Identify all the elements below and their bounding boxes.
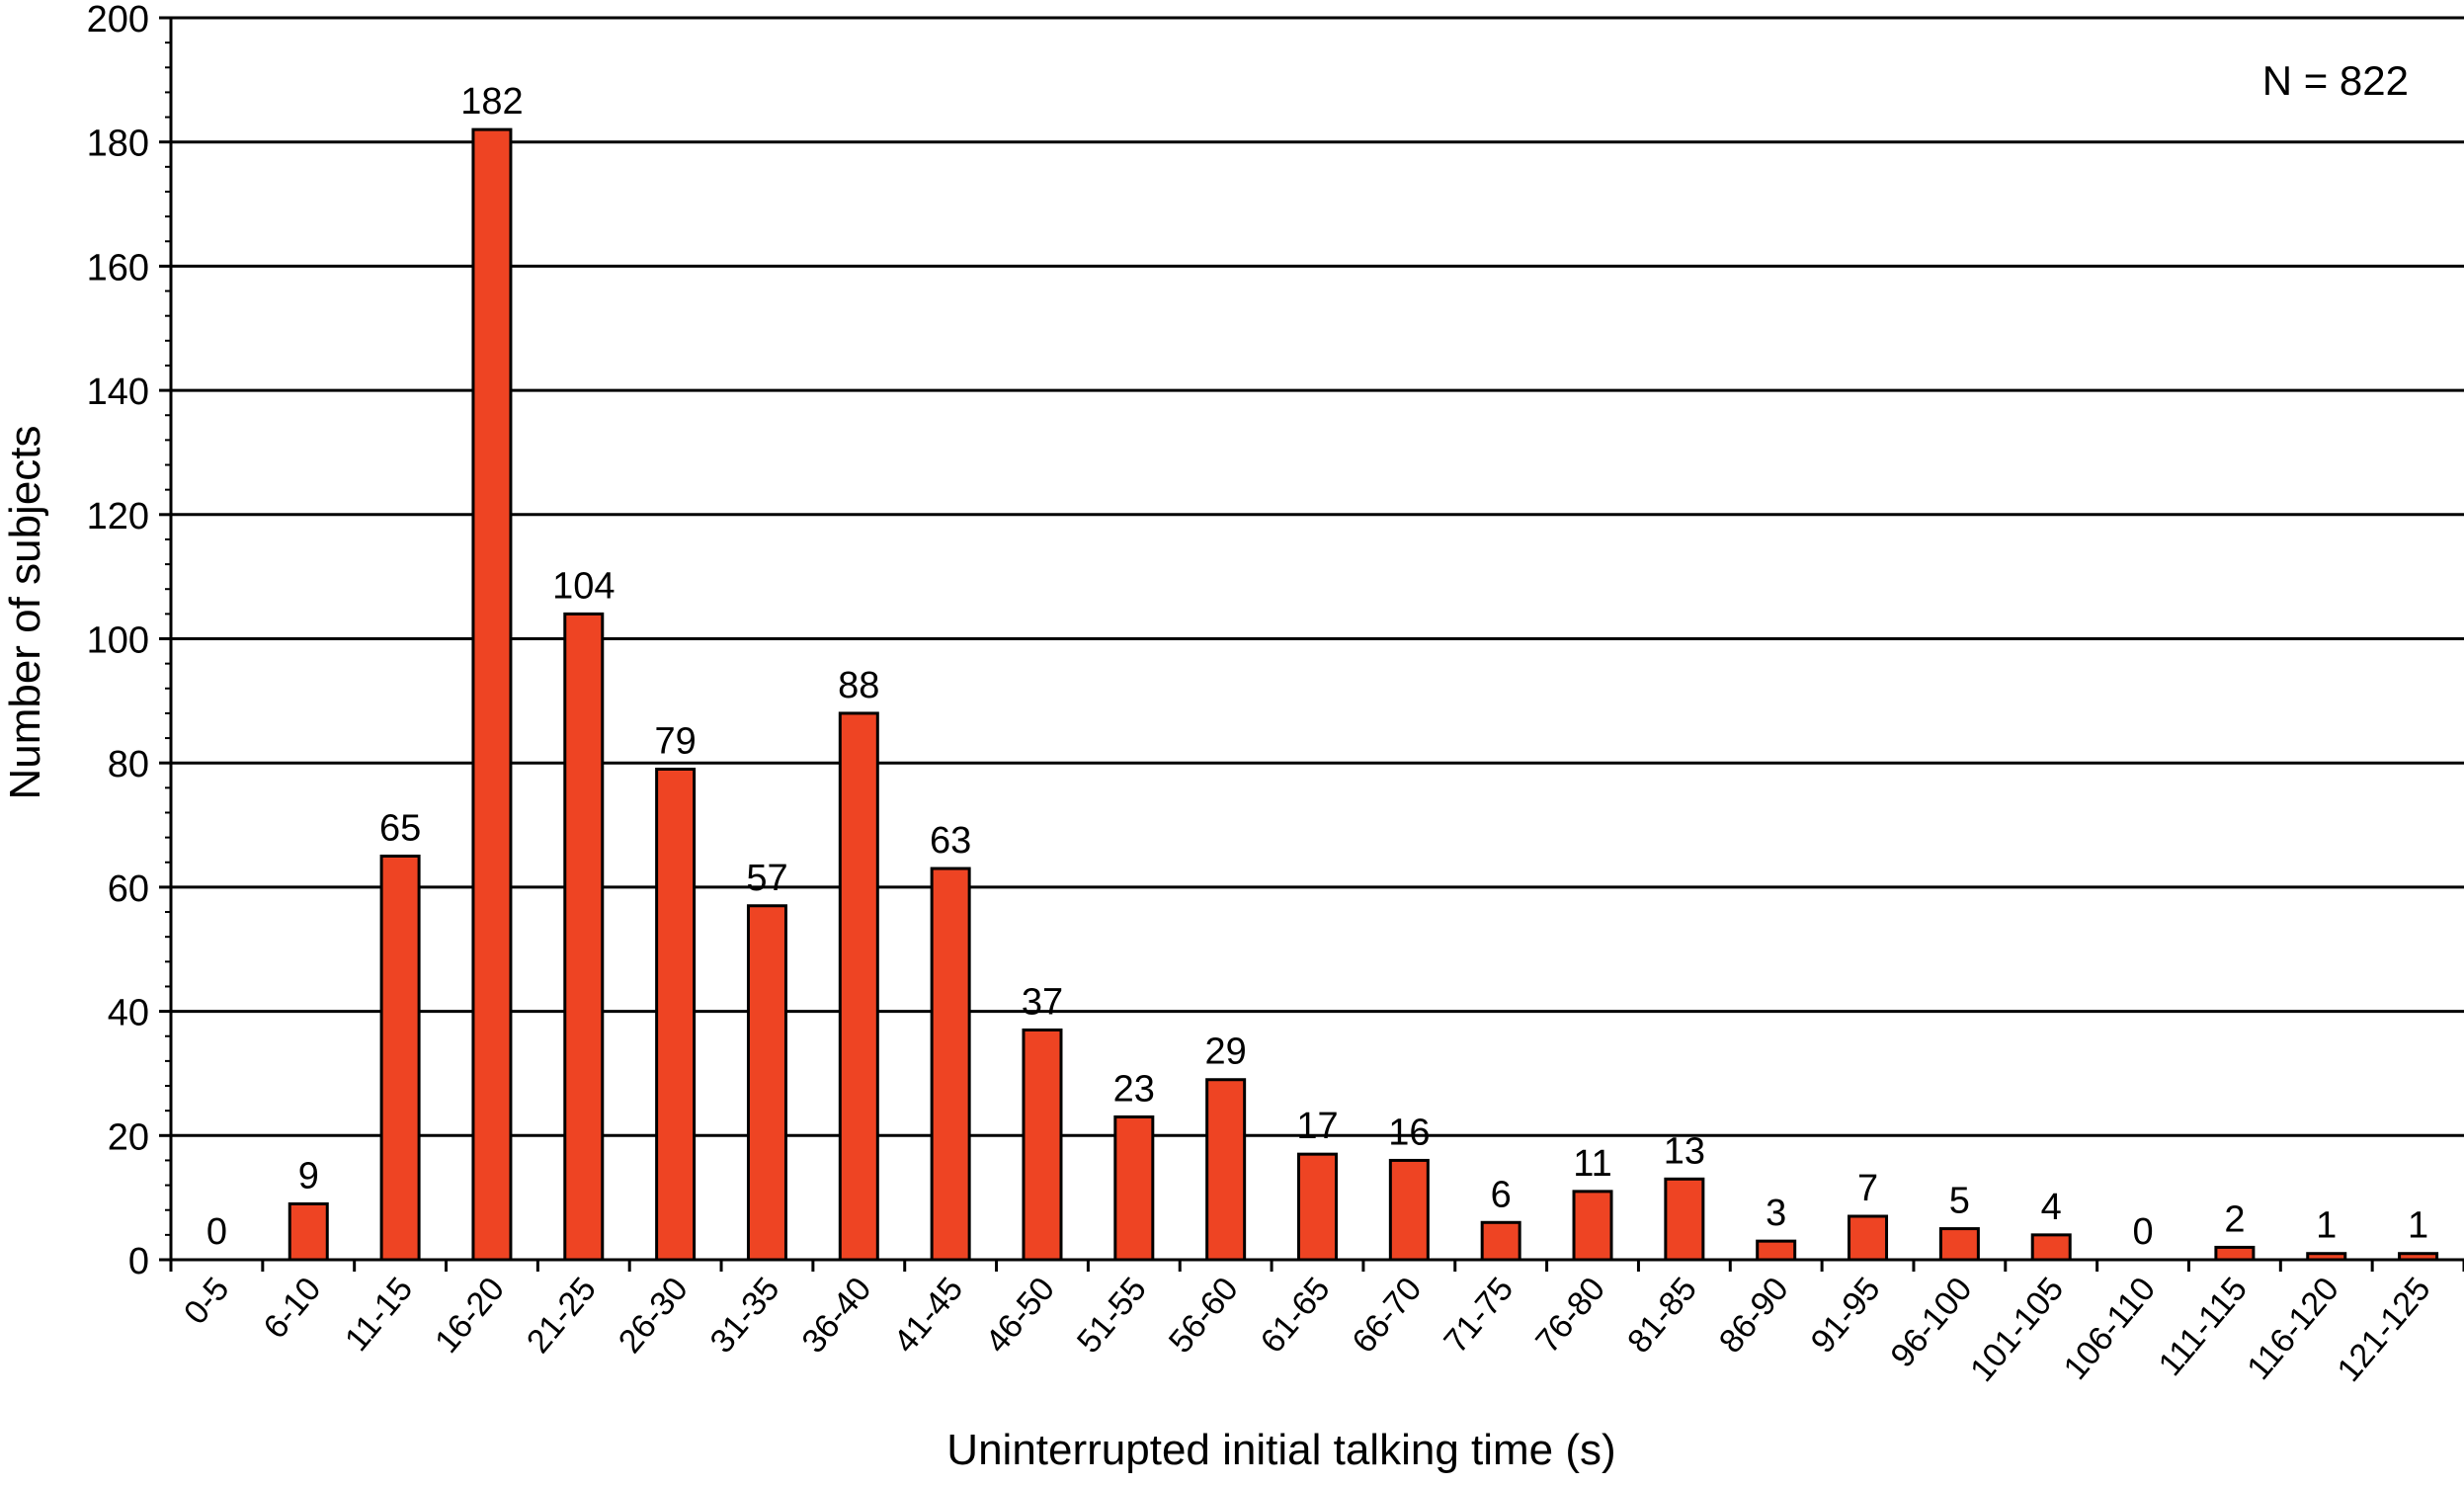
data-label: 11: [1573, 1143, 1611, 1185]
data-label: 16: [1388, 1112, 1430, 1153]
data-label: 5: [1949, 1181, 1970, 1222]
x-tick-label: 56-60: [1162, 1271, 1246, 1361]
x-tick-label: 101-105: [1963, 1271, 2071, 1389]
x-axis-label: Uninterrupted initial talking time (s): [946, 1426, 1615, 1474]
y-tick-label: 160: [87, 247, 149, 289]
x-tick-label: 0-5: [177, 1271, 237, 1332]
y-tick-label: 100: [87, 620, 149, 662]
bars: [287, 127, 2439, 1262]
data-label: 88: [838, 665, 879, 706]
x-tick-label: 71-75: [1437, 1271, 1520, 1361]
bar: [1297, 1152, 1338, 1262]
sample-size-annotation: N = 822: [2262, 57, 2409, 104]
bar: [1205, 1078, 1247, 1262]
data-label: 13: [1664, 1130, 1705, 1172]
data-label: 104: [552, 565, 615, 607]
data-label: 65: [379, 807, 421, 849]
data-label: 7: [1857, 1168, 1878, 1209]
bar: [746, 904, 787, 1262]
data-label: 23: [1113, 1068, 1155, 1110]
data-label: 0: [2132, 1211, 2153, 1253]
x-tick-label: 46-50: [978, 1271, 1062, 1361]
data-label: 2: [2224, 1198, 2245, 1240]
y-tick-label: 40: [108, 993, 149, 1034]
y-tick-label: 60: [108, 868, 149, 910]
y-tick-label: 120: [87, 496, 149, 537]
x-tick-label: 86-90: [1712, 1271, 1796, 1361]
bar: [1848, 1214, 1889, 1262]
y-tick-label: 180: [87, 124, 149, 165]
bar: [563, 612, 605, 1262]
gridlines: [171, 16, 2464, 1137]
y-tick-label: 20: [108, 1116, 149, 1158]
y-tick-label: 140: [87, 371, 149, 413]
y-tick-label: 200: [87, 0, 149, 41]
x-tick-label: 51-55: [1070, 1271, 1154, 1361]
x-tick-label: 36-40: [794, 1271, 878, 1361]
data-label: 9: [298, 1155, 319, 1196]
data-label: 79: [654, 720, 696, 762]
data-label: 0: [206, 1211, 227, 1253]
x-tick-label: 96-100: [1883, 1271, 1979, 1375]
x-tick-label: 31-35: [703, 1271, 787, 1361]
data-label: 29: [1205, 1031, 1247, 1073]
data-label: 17: [1296, 1106, 1338, 1147]
x-tick-label: 116-120: [2240, 1271, 2346, 1387]
y-tick-label: 80: [108, 744, 149, 785]
x-tick-label: 121-125: [2330, 1271, 2437, 1389]
y-tick-label: 0: [128, 1241, 149, 1282]
x-tick-label: 6-10: [257, 1271, 329, 1347]
x-tick-label: 81-85: [1620, 1271, 1704, 1361]
bar: [2214, 1245, 2256, 1262]
y-axis-label: Number of subjects: [1, 425, 49, 799]
bar: [1388, 1158, 1430, 1262]
bar: [471, 127, 513, 1262]
bar: [930, 866, 971, 1262]
bar: [1113, 1114, 1155, 1262]
bar: [379, 854, 421, 1262]
bar: [1022, 1028, 1063, 1262]
x-tick-label: 21-25: [520, 1271, 604, 1361]
x-tick-label: 41-45: [886, 1271, 970, 1361]
bar: [655, 767, 697, 1262]
x-tick-label: 61-65: [1254, 1271, 1338, 1361]
data-label: 57: [746, 858, 787, 899]
data-label: 4: [2041, 1187, 2062, 1228]
x-tick-label: 16-20: [428, 1271, 512, 1361]
bar: [2030, 1233, 2072, 1262]
data-label: 37: [1022, 981, 1063, 1023]
data-label: 3: [1766, 1193, 1786, 1234]
bar: [1572, 1190, 1613, 1262]
data-label: 1: [2408, 1205, 2428, 1247]
x-tick-label: 106-110: [2056, 1271, 2163, 1387]
bar: [838, 711, 879, 1262]
data-label: 1: [2316, 1205, 2337, 1247]
data-label: 6: [1491, 1174, 1512, 1215]
bar: [287, 1201, 329, 1262]
x-tick-label: 26-30: [612, 1271, 696, 1361]
x-tick-label: 111-115: [2152, 1271, 2255, 1383]
bar: [1938, 1227, 1980, 1262]
bar: [1664, 1177, 1705, 1262]
bar: [1756, 1239, 1797, 1262]
x-tick-label: 91-95: [1804, 1271, 1888, 1361]
x-tick-label: 11-15: [338, 1271, 420, 1359]
bar: [1480, 1220, 1521, 1262]
data-label: 63: [930, 820, 971, 862]
data-label: 182: [460, 81, 523, 123]
x-tick-label: 66-70: [1345, 1271, 1429, 1361]
x-tick-label: 76-80: [1528, 1271, 1612, 1361]
